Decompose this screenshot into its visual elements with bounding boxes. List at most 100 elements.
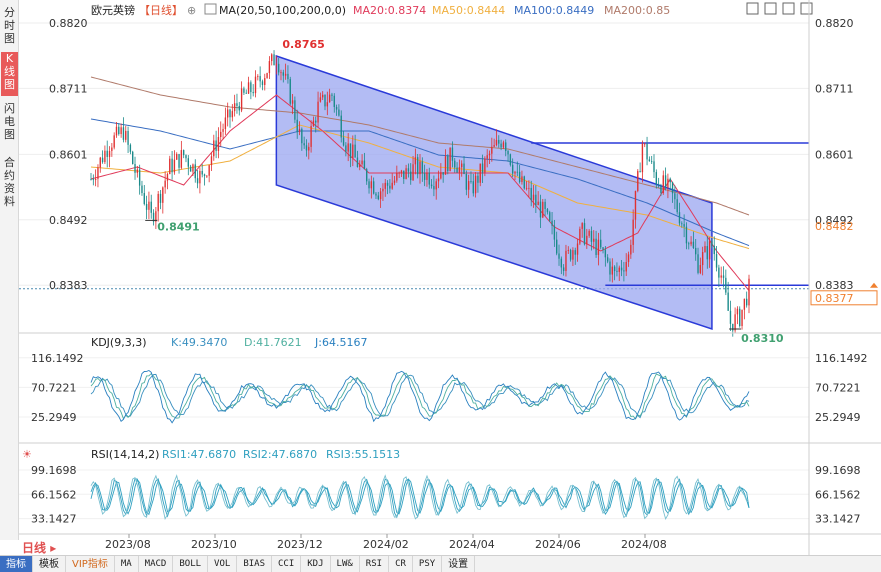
candle-body bbox=[553, 225, 556, 240]
candle-body bbox=[201, 170, 203, 175]
candle-body bbox=[664, 175, 667, 188]
candle-body bbox=[583, 223, 586, 245]
candle-body bbox=[518, 171, 521, 182]
candle-body bbox=[152, 212, 155, 222]
chart-canvas[interactable]: 欧元英镑 【日线】 ⊕ MA(20,50,100,200,0,0) MA20:0… bbox=[19, 0, 881, 555]
candle-body bbox=[437, 178, 440, 182]
candle-body bbox=[556, 239, 558, 254]
candle-body bbox=[542, 201, 544, 218]
tick-label-right: 70.7221 bbox=[815, 381, 861, 394]
indicator-rsi[interactable]: RSI bbox=[360, 555, 390, 572]
kdj-j-value: J:64.5167 bbox=[314, 336, 367, 349]
candle-body bbox=[361, 160, 363, 165]
tab-contract-info[interactable]: 合约资料 bbox=[4, 156, 15, 208]
indicator-ma[interactable]: MA bbox=[115, 555, 139, 572]
tick-label-left: 25.2949 bbox=[31, 411, 77, 424]
candle-body bbox=[667, 178, 669, 188]
add-icon[interactable]: ⊕ bbox=[187, 4, 196, 17]
candle-body bbox=[511, 164, 514, 174]
candle-body bbox=[456, 167, 458, 173]
candle-body bbox=[254, 76, 257, 94]
candle-body bbox=[396, 173, 398, 181]
candle-body bbox=[692, 241, 695, 248]
kdj-title: KDJ(9,3,3) bbox=[91, 336, 147, 349]
candle-body bbox=[495, 139, 498, 146]
candle-body bbox=[528, 187, 530, 189]
candle-body bbox=[669, 178, 671, 183]
date-tick-label: 2024/08 bbox=[621, 538, 667, 551]
candle-body bbox=[342, 137, 345, 146]
indicator-cr[interactable]: CR bbox=[389, 555, 413, 572]
candle-body bbox=[718, 267, 720, 278]
period-selector[interactable]: 日线 ▸ bbox=[22, 541, 57, 555]
candle-body bbox=[104, 150, 106, 163]
candle-body bbox=[695, 247, 697, 255]
candle-body bbox=[359, 164, 361, 167]
tab-kline[interactable]: K线图 bbox=[1, 52, 18, 96]
close-icon[interactable] bbox=[800, 2, 813, 15]
indicator-boll[interactable]: BOLL bbox=[173, 555, 209, 572]
indicator-macd[interactable]: MACD bbox=[139, 555, 174, 572]
rsi-settings-icon[interactable]: ☀ bbox=[22, 448, 32, 461]
indicator-psy[interactable]: PSY bbox=[413, 555, 443, 572]
layout-icon[interactable] bbox=[782, 2, 795, 15]
candle-body bbox=[208, 165, 210, 176]
high-price-label: 0.8765 bbox=[282, 38, 324, 51]
candle-body bbox=[217, 137, 220, 151]
candle-body bbox=[106, 150, 108, 157]
candle-body bbox=[189, 166, 192, 172]
candle-body bbox=[662, 175, 664, 193]
candle-body bbox=[745, 298, 748, 306]
tab-timeshare[interactable]: 分时图 bbox=[4, 6, 15, 45]
tab-flash-chart[interactable]: 闪电图 bbox=[4, 102, 15, 141]
candle-body bbox=[655, 172, 658, 185]
settings-icon[interactable] bbox=[764, 2, 777, 15]
tick-label-left: 99.1698 bbox=[31, 464, 77, 477]
candle-body bbox=[90, 179, 92, 180]
candle-body bbox=[312, 120, 315, 126]
candle-body bbox=[393, 180, 396, 183]
candle-body bbox=[391, 182, 393, 189]
indicator-chart-icon[interactable] bbox=[204, 3, 217, 15]
candle-body bbox=[333, 95, 335, 108]
ma200-value: MA200:0.85 bbox=[604, 4, 670, 17]
candle-body bbox=[229, 109, 231, 118]
fullscreen-icon[interactable] bbox=[746, 2, 759, 15]
candle-body bbox=[215, 140, 217, 151]
indicator-vol[interactable]: VOL bbox=[208, 555, 238, 572]
candle-body bbox=[164, 180, 166, 188]
candle-body bbox=[377, 195, 379, 200]
indicator-tab[interactable]: 指标 bbox=[0, 555, 33, 572]
indicator-kdj[interactable]: KDJ bbox=[301, 555, 331, 572]
tick-label-left: 70.7221 bbox=[31, 381, 77, 394]
candle-body bbox=[301, 128, 303, 144]
candle-body bbox=[363, 160, 366, 170]
candle-body bbox=[549, 212, 551, 221]
ma-title: MA(20,50,100,200,0,0) bbox=[219, 4, 346, 17]
candle-body bbox=[609, 261, 611, 275]
candle-body bbox=[704, 246, 706, 253]
candle-body bbox=[430, 184, 433, 187]
candle-body bbox=[630, 244, 632, 255]
price-tick-label-left: 0.8492 bbox=[49, 214, 88, 227]
settings-tab[interactable]: 设置 bbox=[442, 555, 476, 572]
template-tab[interactable]: 模板 bbox=[33, 555, 66, 572]
candle-body bbox=[458, 167, 461, 173]
candle-body bbox=[505, 142, 507, 151]
indicator-bias[interactable]: BIAS bbox=[237, 555, 272, 572]
ma200-line bbox=[90, 76, 750, 216]
tick-label-right: 66.1562 bbox=[815, 488, 861, 501]
candle-body bbox=[199, 170, 201, 184]
candle-body bbox=[162, 187, 164, 203]
candle-body bbox=[611, 266, 613, 275]
candle-body bbox=[187, 158, 190, 167]
candle-body bbox=[289, 79, 291, 104]
candle-body bbox=[523, 176, 525, 189]
vip-indicator-tab[interactable]: VIP指标 bbox=[66, 555, 115, 572]
candle-body bbox=[706, 246, 708, 260]
candle-body bbox=[739, 308, 741, 327]
candle-body bbox=[606, 257, 609, 262]
indicator-lw[interactable]: LW& bbox=[331, 555, 360, 572]
candle-body bbox=[729, 310, 732, 324]
indicator-cci[interactable]: CCI bbox=[272, 555, 302, 572]
